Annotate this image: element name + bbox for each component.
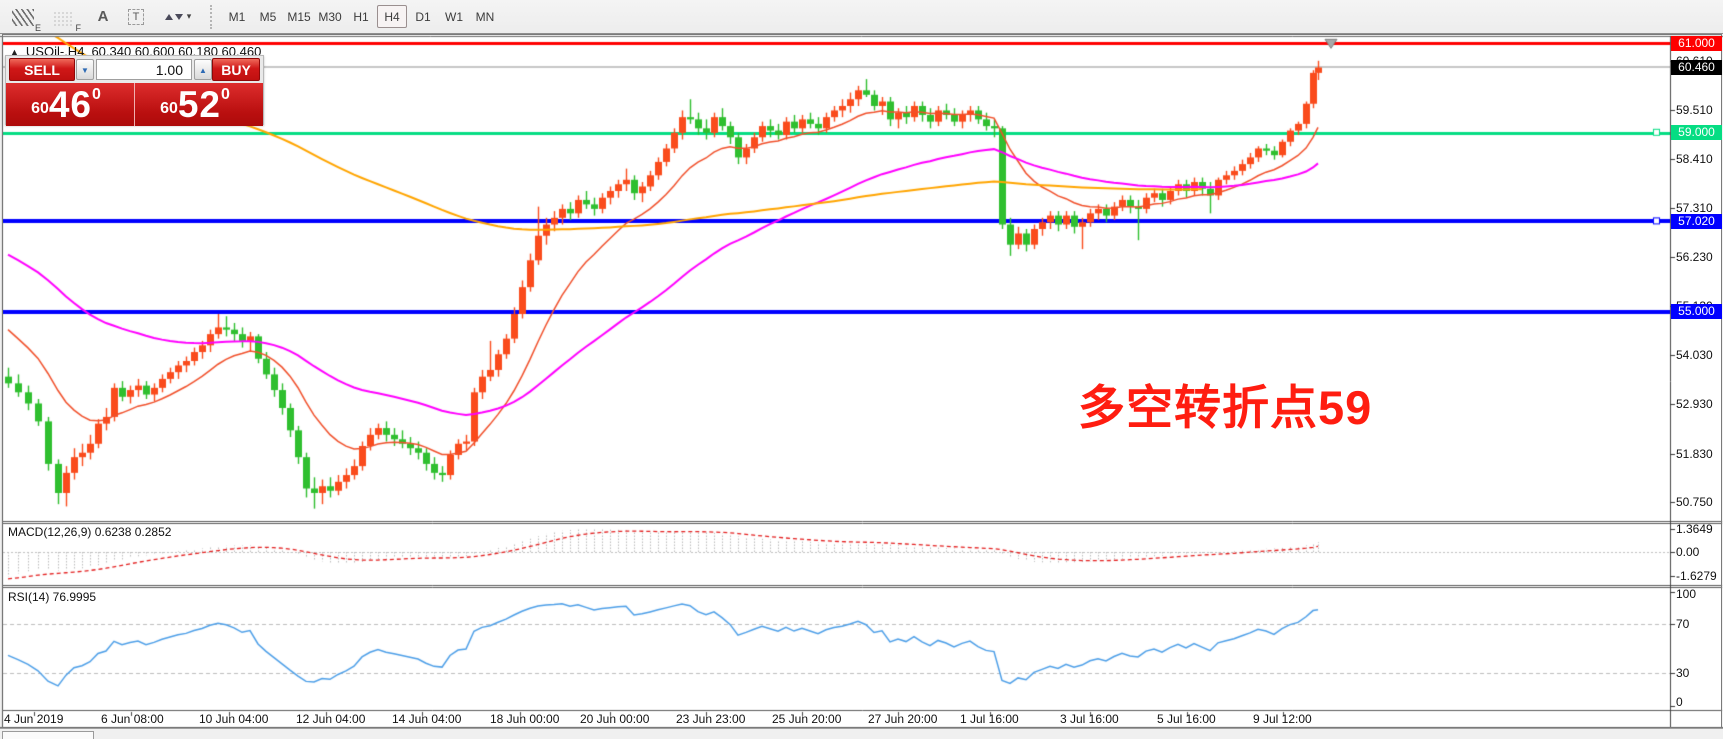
price-tick-label: 56.230 <box>1676 249 1713 264</box>
time-tick-label: 1 Jul 16:00 <box>960 712 1019 726</box>
time-tick-label: 18 Jun 00:00 <box>490 712 560 726</box>
buy-price-panel[interactable]: 60520 <box>134 83 263 126</box>
line-studies-icon[interactable]: E <box>8 4 41 33</box>
timeframe-button-d1[interactable]: D1 <box>415 9 431 24</box>
macd-tick-label: 1.3649 <box>1676 521 1713 536</box>
rsi-tick-label: 70 <box>1676 617 1690 631</box>
volume-input[interactable] <box>96 59 192 80</box>
line-studies-icon <box>12 9 34 26</box>
timeframe-button-m15[interactable]: M15 <box>287 9 311 24</box>
price-tick-label: 52.930 <box>1676 397 1713 412</box>
volume-decrement-button[interactable]: ▼ <box>76 59 94 80</box>
grid-sub-label: F <box>75 23 82 33</box>
one-click-top-row: SELL ▼ ▲ BUY <box>6 56 263 83</box>
time-tick-label: 6 Jun 08:00 <box>101 712 164 726</box>
toolbar: E F A T ▾ M1 M5 M15 M30 H1 H4 D1 W1 MN <box>0 0 1723 34</box>
sell-price-panel[interactable]: 60460 <box>6 83 134 126</box>
timeframe-button-h4[interactable]: H4 <box>377 5 407 28</box>
timeframe-button-m5[interactable]: M5 <box>259 9 277 24</box>
line-studies-sub-label: E <box>34 23 41 33</box>
macd-indicator-label: MACD(12,26,9) 0.6238 0.2852 <box>8 525 172 539</box>
price-tick-label: 57.310 <box>1676 201 1713 216</box>
grid-icon[interactable]: F <box>48 4 81 33</box>
price-badge: 60.460 <box>1671 59 1722 75</box>
price-badge: 61.000 <box>1671 35 1722 51</box>
price-tick-label: 54.030 <box>1676 348 1713 363</box>
status-bar <box>0 728 1723 739</box>
grid-icon <box>53 10 73 26</box>
text-label-icon: A <box>97 8 109 25</box>
arrow-up-glyph <box>164 13 173 20</box>
text-label-icon[interactable]: A <box>90 4 116 29</box>
bid-price-pip: 0 <box>92 86 101 103</box>
timeframe-button-w1[interactable]: W1 <box>445 9 463 24</box>
timeframe-button-h1[interactable]: H1 <box>353 9 369 24</box>
timeframe-button-mn[interactable]: MN <box>475 9 495 24</box>
price-tick-label: 50.750 <box>1676 494 1713 509</box>
rsi-tick-label: 30 <box>1676 666 1690 681</box>
toolbar-separator[interactable] <box>210 5 213 29</box>
price-badge: 59.000 <box>1671 125 1722 141</box>
arrows-tool-icon[interactable]: ▾ <box>158 4 198 29</box>
price-tick-label: 58.410 <box>1676 152 1713 167</box>
timeframe-button-m1[interactable]: M1 <box>228 9 246 24</box>
time-tick-label: 12 Jun 04:00 <box>296 712 366 726</box>
time-tick-label: 3 Jul 16:00 <box>1060 712 1119 726</box>
arrow-down-glyph <box>174 13 183 20</box>
price-tick-label: 59.510 <box>1676 103 1713 117</box>
time-tick-label: 14 Jun 04:00 <box>392 712 462 726</box>
one-click-trading-panel: SELL ▼ ▲ BUY 60460 60520 <box>5 55 264 126</box>
sell-button[interactable]: SELL <box>9 58 75 81</box>
dropdown-caret-icon: ▾ <box>186 11 192 21</box>
ask-price-pip: 0 <box>221 86 230 103</box>
time-tick-label: 25 Jun 20:00 <box>772 712 842 726</box>
one-click-quote-row: 60460 60520 <box>6 83 263 126</box>
chart-text-annotation[interactable]: 多空转折点59 <box>1078 381 1373 434</box>
volume-increment-button[interactable]: ▲ <box>194 59 212 80</box>
time-tick-label: 9 Jul 12:00 <box>1253 712 1312 726</box>
status-cell <box>2 731 94 739</box>
macd-tick-label: 0.00 <box>1676 545 1700 559</box>
time-tick-label: 5 Jul 16:00 <box>1157 712 1216 726</box>
time-tick-label: 4 Jun 2019 <box>4 712 64 726</box>
time-tick-label: 27 Jun 20:00 <box>868 712 938 726</box>
text-box-icon: T <box>127 8 145 25</box>
chart-window-border <box>2 34 1722 728</box>
text-box-icon[interactable]: T <box>122 4 150 29</box>
price-badge: 57.020 <box>1671 213 1722 229</box>
time-tick-label: 23 Jun 23:00 <box>676 712 746 726</box>
ask-price-big-digits: 52 <box>177 84 222 125</box>
rsi-tick-label: 100 <box>1676 587 1697 601</box>
ask-price-prefix: 60 <box>160 100 178 117</box>
rsi-tick-label: 0 <box>1676 695 1683 709</box>
timeframe-button-m30[interactable]: M30 <box>318 9 342 24</box>
buy-button[interactable]: BUY <box>212 58 260 81</box>
rsi-indicator-label: RSI(14) 76.9995 <box>8 590 97 604</box>
time-tick-label: 10 Jun 04:00 <box>199 712 269 726</box>
bid-price-prefix: 60 <box>31 100 49 117</box>
time-tick-label: 20 Jun 00:00 <box>580 712 650 726</box>
price-tick-label: 51.830 <box>1676 446 1713 461</box>
macd-tick-label: -1.6279 <box>1676 569 1717 583</box>
bid-price-big-digits: 46 <box>48 84 93 125</box>
collapse-icon[interactable]: ▲ <box>10 46 19 57</box>
price-badge: 55.000 <box>1671 304 1722 320</box>
